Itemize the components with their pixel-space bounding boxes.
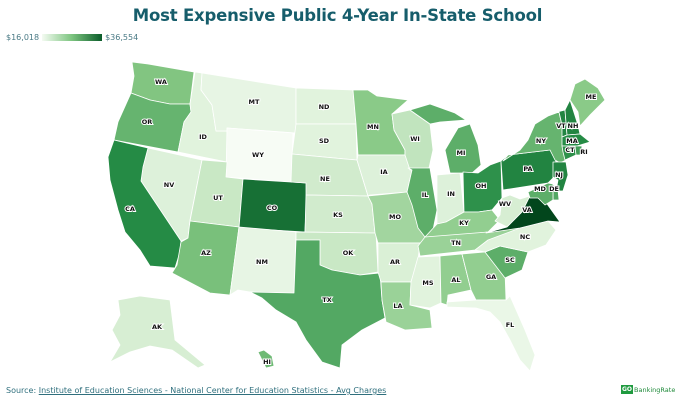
state-label-mn: MN xyxy=(367,123,379,131)
state-label-or: OR xyxy=(142,118,153,126)
state-label-tn: TN xyxy=(451,239,461,247)
state-label-nj: NJ xyxy=(555,171,563,179)
source-prefix: Source: xyxy=(6,386,37,395)
state-mi[interactable] xyxy=(409,103,467,125)
logo-mark: GO xyxy=(621,385,634,394)
state-label-nc: NC xyxy=(520,233,530,241)
state-label-ms: MS xyxy=(422,279,433,287)
state-label-tx: TX xyxy=(322,296,331,304)
state-label-ak: AK xyxy=(152,323,163,331)
state-hi[interactable] xyxy=(257,349,275,369)
source-note: Source: Institute of Education Sciences … xyxy=(6,386,386,395)
state-label-wy: WY xyxy=(252,151,264,159)
state-label-mo: MO xyxy=(389,213,401,221)
state-label-ut: UT xyxy=(213,194,223,202)
state-label-wv: WV xyxy=(499,200,511,208)
state-label-mt: MT xyxy=(249,98,260,106)
state-label-pa: PA xyxy=(523,165,532,173)
state-me[interactable] xyxy=(569,78,606,127)
state-label-az: AZ xyxy=(201,249,211,257)
state-label-co: CO xyxy=(267,204,278,212)
state-mi[interactable] xyxy=(444,123,482,174)
state-label-il: IL xyxy=(422,191,429,199)
state-label-ne: NE xyxy=(320,175,330,183)
state-label-ca: CA xyxy=(125,205,135,213)
state-fl[interactable] xyxy=(446,295,536,372)
state-label-nh: NH xyxy=(568,122,579,130)
state-nh[interactable] xyxy=(564,99,581,136)
state-label-al: AL xyxy=(451,276,460,284)
state-label-sc: SC xyxy=(505,256,515,264)
state-label-wa: WA xyxy=(155,78,167,86)
state-label-ks: KS xyxy=(333,211,343,219)
state-label-me: ME xyxy=(586,93,597,101)
legend-gradient-bar xyxy=(42,34,103,41)
state-tx[interactable] xyxy=(249,239,386,369)
state-label-ia: IA xyxy=(380,168,387,176)
state-ct[interactable] xyxy=(561,145,577,161)
state-label-wi: WI xyxy=(410,135,420,143)
source-link[interactable]: Institute of Education Sciences - Nation… xyxy=(38,386,387,395)
state-label-ok: OK xyxy=(343,249,355,257)
state-label-de: DE xyxy=(549,185,559,193)
state-label-ri: RI xyxy=(580,148,587,156)
state-label-oh: OH xyxy=(476,182,487,190)
state-ri[interactable] xyxy=(574,145,583,156)
legend-max: $36,554 xyxy=(105,33,139,42)
state-label-nm: NM xyxy=(256,258,268,266)
map-title: Most Expensive Public 4-Year In-State Sc… xyxy=(132,6,543,25)
logo-name: BankingRates xyxy=(634,385,675,394)
state-md[interactable] xyxy=(527,182,554,206)
state-ca[interactable] xyxy=(107,139,182,269)
legend-min: $16,018 xyxy=(6,33,40,42)
state-label-in: IN xyxy=(447,190,455,198)
state-label-hi: HI xyxy=(263,358,271,366)
state-ak[interactable] xyxy=(109,295,206,369)
state-nj[interactable] xyxy=(552,161,569,192)
state-label-fl: FL xyxy=(506,321,515,329)
state-label-ky: KY xyxy=(459,219,469,227)
state-label-vt: VT xyxy=(556,122,566,130)
state-label-nv: NV xyxy=(164,181,174,189)
state-label-la: LA xyxy=(393,302,402,310)
state-label-sd: SD xyxy=(319,137,330,145)
color-legend: $16,018 $36,554 xyxy=(6,33,138,42)
gobankingrates-logo: GO BankingRates xyxy=(621,385,675,394)
state-label-id: ID xyxy=(199,133,207,141)
state-il[interactable] xyxy=(406,167,438,238)
state-label-ct: CT xyxy=(565,146,575,154)
state-label-ga: GA xyxy=(486,273,496,281)
state-label-ma: MA xyxy=(566,137,578,145)
state-label-md: MD xyxy=(534,185,546,193)
state-label-ar: AR xyxy=(390,258,400,266)
state-label-ny: NY xyxy=(536,137,546,145)
state-label-nd: ND xyxy=(319,103,330,111)
state-label-va: VA xyxy=(522,206,532,214)
state-label-mi: MI xyxy=(457,149,466,157)
